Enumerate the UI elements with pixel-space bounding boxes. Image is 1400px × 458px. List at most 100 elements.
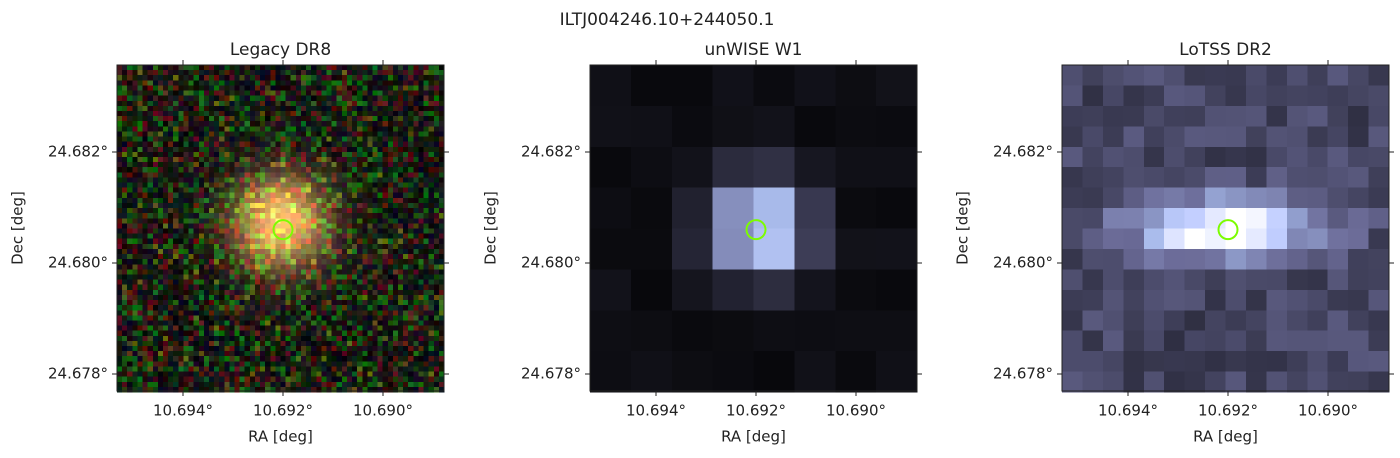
image-pixel bbox=[147, 381, 154, 388]
image-pixel bbox=[382, 228, 389, 235]
image-pixel bbox=[1102, 187, 1124, 209]
image-pixel bbox=[178, 182, 185, 189]
image-pixel bbox=[147, 156, 154, 163]
image-pixel bbox=[260, 197, 266, 204]
image-pixel bbox=[382, 351, 389, 357]
image-pixel bbox=[290, 65, 297, 71]
image-pixel bbox=[280, 248, 287, 255]
image-pixel bbox=[224, 264, 231, 270]
image-pixel bbox=[387, 162, 394, 168]
image-pixel bbox=[403, 325, 409, 332]
image-pixel bbox=[183, 202, 190, 209]
image-pixel bbox=[392, 351, 399, 357]
image-pixel bbox=[122, 366, 128, 373]
image-pixel bbox=[290, 243, 297, 250]
image-pixel bbox=[387, 90, 394, 97]
image-pixel bbox=[382, 371, 389, 378]
image-pixel bbox=[203, 320, 210, 327]
image-pixel bbox=[311, 141, 317, 148]
image-pixel bbox=[127, 192, 133, 199]
image-pixel bbox=[127, 274, 133, 281]
image-pixel bbox=[270, 151, 276, 158]
image-pixel bbox=[438, 294, 445, 301]
image-pixel bbox=[300, 233, 307, 240]
image-pixel bbox=[346, 386, 353, 393]
image-pixel bbox=[122, 202, 128, 209]
image-pixel bbox=[188, 366, 195, 373]
image-pixel bbox=[275, 284, 282, 291]
image-pixel bbox=[428, 65, 435, 71]
image-pixel bbox=[157, 356, 164, 362]
image-pixel bbox=[306, 228, 312, 235]
image-pixel bbox=[132, 172, 139, 179]
image-pixel bbox=[193, 126, 200, 133]
image-pixel bbox=[244, 213, 251, 219]
image-pixel bbox=[127, 126, 133, 133]
image-pixel bbox=[122, 151, 128, 158]
image-pixel bbox=[168, 305, 174, 311]
image-pixel bbox=[316, 259, 322, 265]
image-pixel bbox=[219, 366, 225, 373]
image-pixel bbox=[229, 151, 236, 158]
image-pixel bbox=[403, 300, 409, 306]
image-pixel bbox=[178, 289, 185, 296]
image-pixel bbox=[408, 371, 414, 378]
image-pixel bbox=[254, 228, 261, 235]
image-pixel bbox=[183, 90, 190, 97]
image-pixel bbox=[428, 248, 435, 255]
image-pixel bbox=[403, 141, 409, 148]
image-pixel bbox=[346, 243, 353, 250]
image-pixel bbox=[280, 325, 287, 332]
image-pixel bbox=[239, 131, 246, 138]
image-pixel bbox=[295, 376, 302, 383]
image-pixel bbox=[392, 248, 399, 255]
image-pixel bbox=[219, 335, 225, 342]
image-pixel bbox=[372, 274, 379, 281]
image-pixel bbox=[438, 335, 445, 342]
image-pixel bbox=[423, 259, 430, 265]
image-pixel bbox=[188, 310, 195, 316]
image-pixel bbox=[122, 330, 128, 337]
image-pixel bbox=[311, 305, 317, 311]
image-pixel bbox=[377, 228, 384, 235]
image-pixel bbox=[428, 330, 435, 337]
image-pixel bbox=[137, 264, 144, 270]
image-pixel bbox=[352, 167, 358, 173]
image-pixel bbox=[357, 172, 363, 179]
image-pixel bbox=[438, 305, 445, 311]
image-pixel bbox=[270, 162, 276, 168]
image-pixel bbox=[193, 340, 200, 347]
image-pixel bbox=[387, 110, 394, 117]
image-pixel bbox=[275, 213, 282, 219]
image-pixel bbox=[178, 162, 185, 168]
image-pixel bbox=[168, 146, 174, 153]
image-pixel bbox=[377, 151, 384, 158]
image-pixel bbox=[117, 131, 123, 138]
image-pixel bbox=[336, 100, 343, 107]
image-pixel bbox=[295, 356, 302, 362]
image-pixel bbox=[275, 248, 282, 255]
image-pixel bbox=[413, 310, 420, 316]
image-pixel bbox=[387, 208, 394, 214]
image-pixel bbox=[219, 65, 225, 71]
image-pixel bbox=[428, 320, 435, 327]
image-pixel bbox=[326, 289, 333, 296]
image-pixel bbox=[224, 85, 231, 92]
image-pixel bbox=[168, 223, 174, 230]
image-pixel bbox=[316, 361, 322, 368]
image-pixel bbox=[408, 218, 414, 224]
image-pixel bbox=[326, 376, 333, 383]
image-pixel bbox=[285, 85, 292, 92]
image-pixel bbox=[331, 131, 338, 138]
image-pixel bbox=[1245, 289, 1267, 311]
image-pixel bbox=[438, 223, 445, 230]
image-pixel bbox=[234, 126, 241, 133]
image-pixel bbox=[178, 248, 185, 255]
image-pixel bbox=[219, 294, 225, 301]
image-pixel bbox=[1327, 269, 1349, 291]
image-pixel bbox=[285, 121, 292, 127]
image-pixel bbox=[142, 182, 149, 189]
image-pixel bbox=[234, 187, 241, 194]
image-pixel bbox=[142, 330, 149, 337]
image-pixel bbox=[423, 100, 430, 107]
